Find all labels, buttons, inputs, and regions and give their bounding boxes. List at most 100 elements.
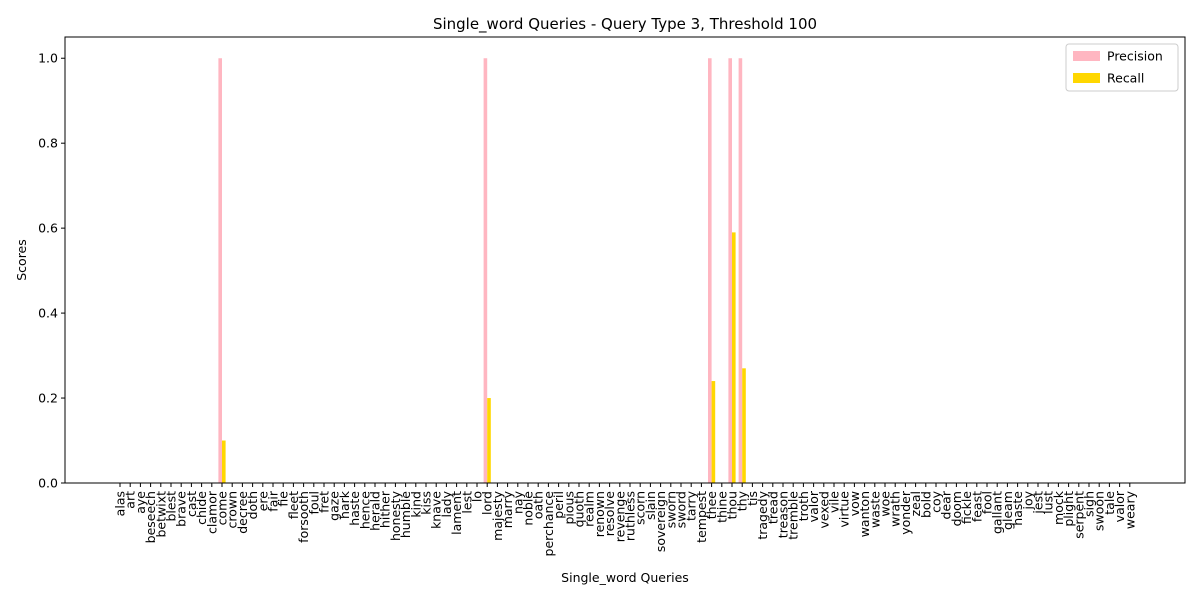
x-tick-label: blest (164, 491, 179, 522)
x-tick-label: clamor (204, 490, 219, 534)
x-tick-label: sword (674, 491, 689, 528)
x-tick-label: jest (1031, 491, 1046, 515)
x-tick-label: tale (1102, 491, 1117, 515)
x-tick-label: fie (276, 491, 291, 507)
x-tick-label: bold (918, 491, 933, 518)
x-tick-label: betwixt (153, 491, 168, 538)
x-tick-label: beseech (143, 491, 158, 543)
x-tick-label: yonder (898, 490, 913, 535)
bar (218, 58, 222, 483)
x-tick-label: doth (245, 491, 260, 519)
x-tick-label: virtue (837, 491, 852, 528)
x-tick-label: majesty (490, 490, 505, 540)
x-tick-label: peril (551, 491, 566, 519)
legend-swatch (1073, 51, 1100, 61)
x-tick-label: lust (1041, 491, 1056, 514)
x-tick-label: hence (357, 491, 372, 529)
y-tick-label: 0.6 (38, 221, 58, 236)
chart-title: Single_word Queries - Query Type 3, Thre… (433, 15, 817, 34)
x-tick-label: revenge (612, 491, 627, 542)
x-tick-label: quoth (572, 491, 587, 527)
x-tick-label: forsooth (296, 491, 311, 543)
x-tick-label: cast (184, 491, 199, 517)
x-tick-label: valor (806, 490, 821, 522)
x-tick-label: scorn (633, 491, 648, 525)
bar (222, 440, 226, 483)
x-tick-label: alas (113, 491, 128, 516)
x-tick-label: noble (521, 491, 536, 526)
x-tick-label: lo (470, 491, 485, 502)
x-tick-label: pious (561, 491, 576, 525)
y-tick-label: 0.8 (38, 136, 58, 151)
x-tick-label: weary (1122, 490, 1137, 529)
x-tick-label: tempest (694, 491, 709, 543)
x-tick-label: vile (827, 491, 842, 513)
bar (742, 368, 746, 483)
x-tick-label: troth (796, 491, 811, 521)
y-tick-label: 0.2 (38, 391, 58, 406)
x-tick-label: fret (317, 491, 332, 513)
x-tick-label: swoon (1092, 491, 1107, 531)
x-tick-label: kiss (419, 491, 434, 515)
x-tick-label: lady (439, 490, 454, 517)
x-tick-label: gleam (1000, 491, 1015, 530)
x-tick-label: decree (235, 491, 250, 534)
x-tick-label: gaze (327, 491, 342, 521)
legend-label: Precision (1107, 49, 1163, 64)
x-tick-label: plight (1061, 491, 1076, 527)
x-tick-label: fool (980, 491, 995, 514)
x-axis-label: Single_word Queries (561, 570, 689, 585)
x-tick-label: resolve (602, 491, 617, 537)
x-tick-label: haste (1010, 491, 1025, 526)
x-tick-label: herald (368, 491, 383, 531)
x-tick-label: lament (449, 491, 464, 535)
x-tick-label: feast (969, 491, 984, 522)
x-tick-label: serpent (1071, 491, 1086, 539)
x-tick-label: doom (949, 491, 964, 526)
x-tick-label: coy (929, 490, 944, 513)
x-tick-label: haste (347, 491, 362, 526)
x-tick-label: joy (1020, 490, 1035, 510)
x-tick-label: humble (398, 491, 413, 538)
x-tick-label: lest (459, 491, 474, 514)
bar (483, 58, 488, 483)
bar (487, 398, 491, 483)
x-tick-label: vow (847, 491, 862, 516)
plot-frame (64, 36, 1186, 484)
x-tick-label: wanton (857, 491, 872, 537)
x-tick-label: realm (582, 491, 597, 527)
x-tick-label: thee (704, 491, 719, 520)
x-tick-label: crown (225, 491, 240, 529)
x-tick-label: tremble (786, 491, 801, 540)
x-tick-label: kind (408, 491, 423, 518)
x-tick-label: knave (429, 491, 444, 529)
y-axis-label: Scores (14, 239, 29, 281)
x-tick-label: thy (735, 490, 750, 511)
x-tick-label: perchance (541, 491, 556, 557)
y-tick-label: 1.0 (38, 51, 58, 66)
x-tick-label: ruthless (623, 491, 638, 541)
x-tick-label: chide (194, 491, 209, 525)
bar (711, 381, 716, 483)
x-tick-label: hark (337, 490, 352, 519)
x-tick-label: tarry (684, 490, 699, 521)
x-tick-label: dear (939, 490, 954, 519)
x-tick-label: marry (500, 490, 515, 528)
x-tick-label: ere (255, 491, 270, 512)
bar (732, 232, 736, 483)
x-tick-label: valor (1112, 490, 1127, 522)
x-tick-label: gallant (990, 491, 1005, 534)
x-tick-label: tis (745, 491, 760, 506)
bar (738, 58, 743, 483)
x-tick-label: sovereign (653, 491, 668, 552)
x-tick-label: hither (378, 490, 393, 528)
x-tick-label: brave (174, 491, 189, 527)
x-tick-label: thou (725, 491, 740, 519)
bar (728, 58, 732, 483)
x-tick-label: woe (878, 491, 893, 517)
x-tick-label: zeal (908, 491, 923, 516)
x-tick-label: renown (592, 491, 607, 537)
x-tick-label: lord (480, 491, 495, 515)
x-tick-label: art (123, 491, 138, 509)
